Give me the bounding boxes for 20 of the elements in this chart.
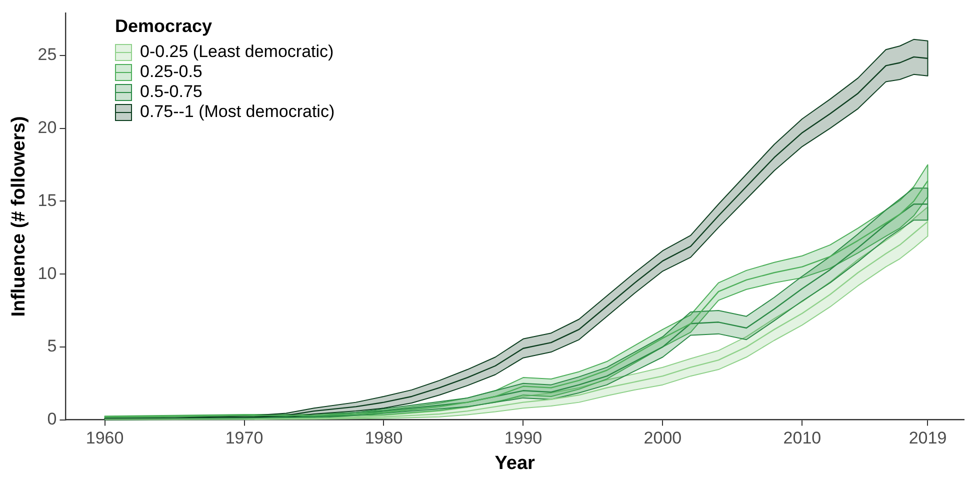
y-tick-label: 10 bbox=[38, 264, 57, 283]
legend-label: 0-0.25 (Least democratic) bbox=[140, 42, 334, 62]
legend-label: 0.5-0.75 bbox=[140, 82, 202, 102]
legend-label: 0.75--1 (Most democratic) bbox=[140, 102, 335, 122]
y-axis-title: Influence (# followers) bbox=[8, 116, 30, 317]
y-tick-label: 15 bbox=[38, 190, 57, 210]
x-tick-label: 1960 bbox=[86, 428, 124, 448]
y-tick-label: 25 bbox=[38, 45, 57, 64]
x-tick-label: 1990 bbox=[504, 428, 542, 448]
legend-label: 0.25-0.5 bbox=[140, 62, 202, 82]
y-tick-label: 20 bbox=[38, 118, 57, 138]
x-tick-label: 2010 bbox=[783, 428, 822, 448]
x-tick-label: 2019 bbox=[908, 428, 947, 448]
x-tick-label: 1970 bbox=[225, 428, 264, 448]
legend-title: Democracy bbox=[115, 16, 214, 36]
x-tick-label: 2000 bbox=[644, 428, 682, 448]
x-tick-label: 1980 bbox=[364, 428, 403, 448]
y-tick-label: 5 bbox=[47, 336, 57, 356]
x-axis-title: Year bbox=[494, 452, 536, 474]
y-tick-label: 0 bbox=[47, 409, 57, 428]
